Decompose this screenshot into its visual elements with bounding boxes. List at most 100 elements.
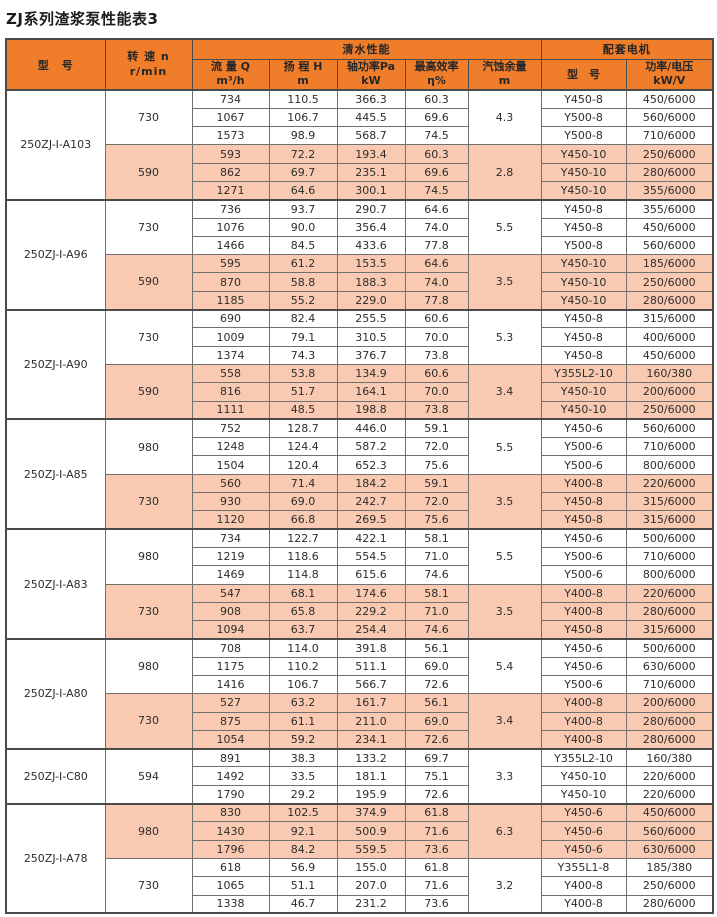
efficiency-cell: 74.6 [404, 620, 469, 640]
motor-power-cell: 560/6000 [625, 821, 714, 841]
speed-cell: 730 [104, 473, 193, 530]
table-row: 1416 106.7 566.7 72.6 Y500-6 710/6000 [6, 674, 714, 695]
efficiency-cell: 69.0 [404, 711, 469, 731]
head-cell: 114.0 [268, 637, 338, 658]
flow-cell: 734 [191, 528, 270, 548]
flow-cell: 1175 [191, 656, 270, 677]
speed-cell: 730 [104, 89, 193, 146]
head-cell: 69.0 [268, 492, 338, 512]
shaft-power-cell: 445.5 [336, 107, 406, 128]
head-cell: 38.3 [268, 747, 338, 768]
shaft-power-cell: 193.4 [336, 144, 406, 164]
head-cell: 93.7 [268, 198, 338, 219]
table-row: 1248 124.4 587.2 72.0 Y500-6 710/6000 [6, 437, 714, 457]
motor-model-cell: Y355L2-10 [540, 747, 627, 768]
speed-cell: 980 [104, 528, 193, 585]
head-cell: 102.5 [268, 802, 338, 823]
flow-cell: 752 [191, 418, 270, 439]
motor-model-cell: Y450-6 [540, 656, 627, 677]
efficiency-cell: 59.1 [404, 418, 469, 439]
npsh-cell: 3.2 [467, 857, 542, 914]
speed-cell: 980 [104, 802, 193, 859]
motor-model-cell: Y400-8 [540, 894, 627, 914]
motor-model-cell: Y450-10 [540, 784, 627, 805]
motor-power-cell: 560/6000 [625, 418, 714, 439]
motor-power-cell: 220/6000 [625, 766, 714, 786]
table-row: 590 593 72.2 193.4 60.3 2.8 Y450-10 250/6000 [6, 144, 714, 201]
npsh-cell: 3.5 [467, 473, 542, 530]
efficiency-cell: 72.6 [404, 729, 469, 750]
flow-cell: 708 [191, 637, 270, 658]
motor-power-cell: 185/6000 [625, 254, 714, 274]
col-header-speed: 转 速 n r/min [104, 38, 193, 91]
speed-cell: 730 [104, 857, 193, 914]
head-cell: 63.7 [268, 620, 338, 640]
head-cell: 51.1 [268, 876, 338, 896]
table-row: 250ZJ-I-A96 730 736 93.7 290.7 64.6 5.5 Y450-8 3… [5, 198, 714, 311]
efficiency-cell: 59.1 [404, 473, 469, 494]
motor-power-cell: 710/6000 [625, 437, 714, 457]
flow-cell: 1120 [191, 510, 270, 530]
flow-cell: 1504 [191, 455, 270, 475]
head-cell: 33.5 [268, 766, 338, 786]
flow-cell: 1416 [191, 674, 270, 695]
table-row: 870 58.8 188.3 74.0 Y450-10 250/6000 [6, 272, 714, 292]
head-cell: 106.7 [268, 107, 338, 128]
flow-cell: 1111 [191, 400, 270, 420]
table-body: 250ZJ-I-A103 730 734 110.5 366.3 60.3 4.3 Y450-… [5, 89, 714, 914]
head-cell: 90.0 [268, 217, 338, 237]
head-cell: 48.5 [268, 400, 338, 420]
table-row: 730 547 68.1 174.6 58.1 3.5 Y400-8 220/6000 [6, 583, 714, 640]
motor-model-cell: Y450-10 [540, 272, 627, 292]
efficiency-cell: 74.5 [404, 180, 469, 201]
shaft-power-cell: 254.4 [336, 620, 406, 640]
col-header-flow-line2: m³/h [216, 74, 245, 88]
shaft-power-cell: 188.3 [336, 272, 406, 292]
motor-power-cell: 280/6000 [625, 601, 714, 622]
model-cell: 250ZJ-I-A85 [5, 418, 106, 530]
col-header-efficiency: 最高效率 η% [404, 58, 469, 91]
table-row: 250ZJ-I-A80 980 708 114.0 391.8 56.1 5.4 Y450-6… [5, 637, 714, 750]
efficiency-cell: 72.0 [404, 437, 469, 457]
flow-cell: 870 [191, 272, 270, 292]
npsh-cell: 3.5 [467, 254, 542, 311]
motor-power-cell: 280/6000 [625, 711, 714, 731]
efficiency-cell: 75.6 [404, 455, 469, 475]
head-cell: 82.4 [268, 308, 338, 329]
speed-cell: 730 [104, 308, 193, 365]
head-cell: 110.5 [268, 89, 338, 109]
col-header-head-line1: 扬 程 H [283, 59, 323, 73]
col-header-shaft-power: 轴功率Pa kW [336, 58, 406, 91]
motor-model-cell: Y355L1-8 [540, 857, 627, 878]
flow-cell: 527 [191, 693, 270, 713]
head-cell: 84.2 [268, 839, 338, 859]
efficiency-cell: 60.3 [404, 144, 469, 164]
head-cell: 128.7 [268, 418, 338, 439]
motor-power-cell: 315/6000 [625, 492, 714, 512]
col-header-motor-power-line1: 功率/电压 [645, 59, 694, 73]
flow-cell: 1338 [191, 894, 270, 914]
table-row: 1175 110.2 511.1 69.0 Y450-6 630/6000 [6, 656, 714, 677]
motor-power-cell: 450/6000 [625, 217, 714, 237]
motor-model-cell: Y450-6 [540, 821, 627, 841]
flow-cell: 736 [191, 198, 270, 219]
npsh-cell: 3.4 [467, 693, 542, 750]
col-header-motor-model: 型 号 [540, 58, 627, 91]
flow-cell: 1009 [191, 327, 270, 347]
group-header-motor: 配套电机 [540, 38, 714, 60]
motor-model-cell: Y500-6 [540, 546, 627, 567]
head-cell: 71.4 [268, 473, 338, 494]
flow-cell: 1094 [191, 620, 270, 640]
efficiency-cell: 64.6 [404, 254, 469, 274]
npsh-cell: 3.4 [467, 363, 542, 420]
model-cell: 250ZJ-I-A78 [5, 802, 106, 914]
shaft-power-cell: 500.9 [336, 821, 406, 841]
motor-power-cell: 710/6000 [625, 674, 714, 695]
motor-power-cell: 220/6000 [625, 784, 714, 805]
flow-cell: 862 [191, 162, 270, 182]
efficiency-cell: 73.8 [404, 345, 469, 365]
head-cell: 114.8 [268, 565, 338, 585]
motor-model-cell: Y450-6 [540, 637, 627, 658]
efficiency-cell: 71.6 [404, 821, 469, 841]
efficiency-cell: 72.6 [404, 674, 469, 695]
